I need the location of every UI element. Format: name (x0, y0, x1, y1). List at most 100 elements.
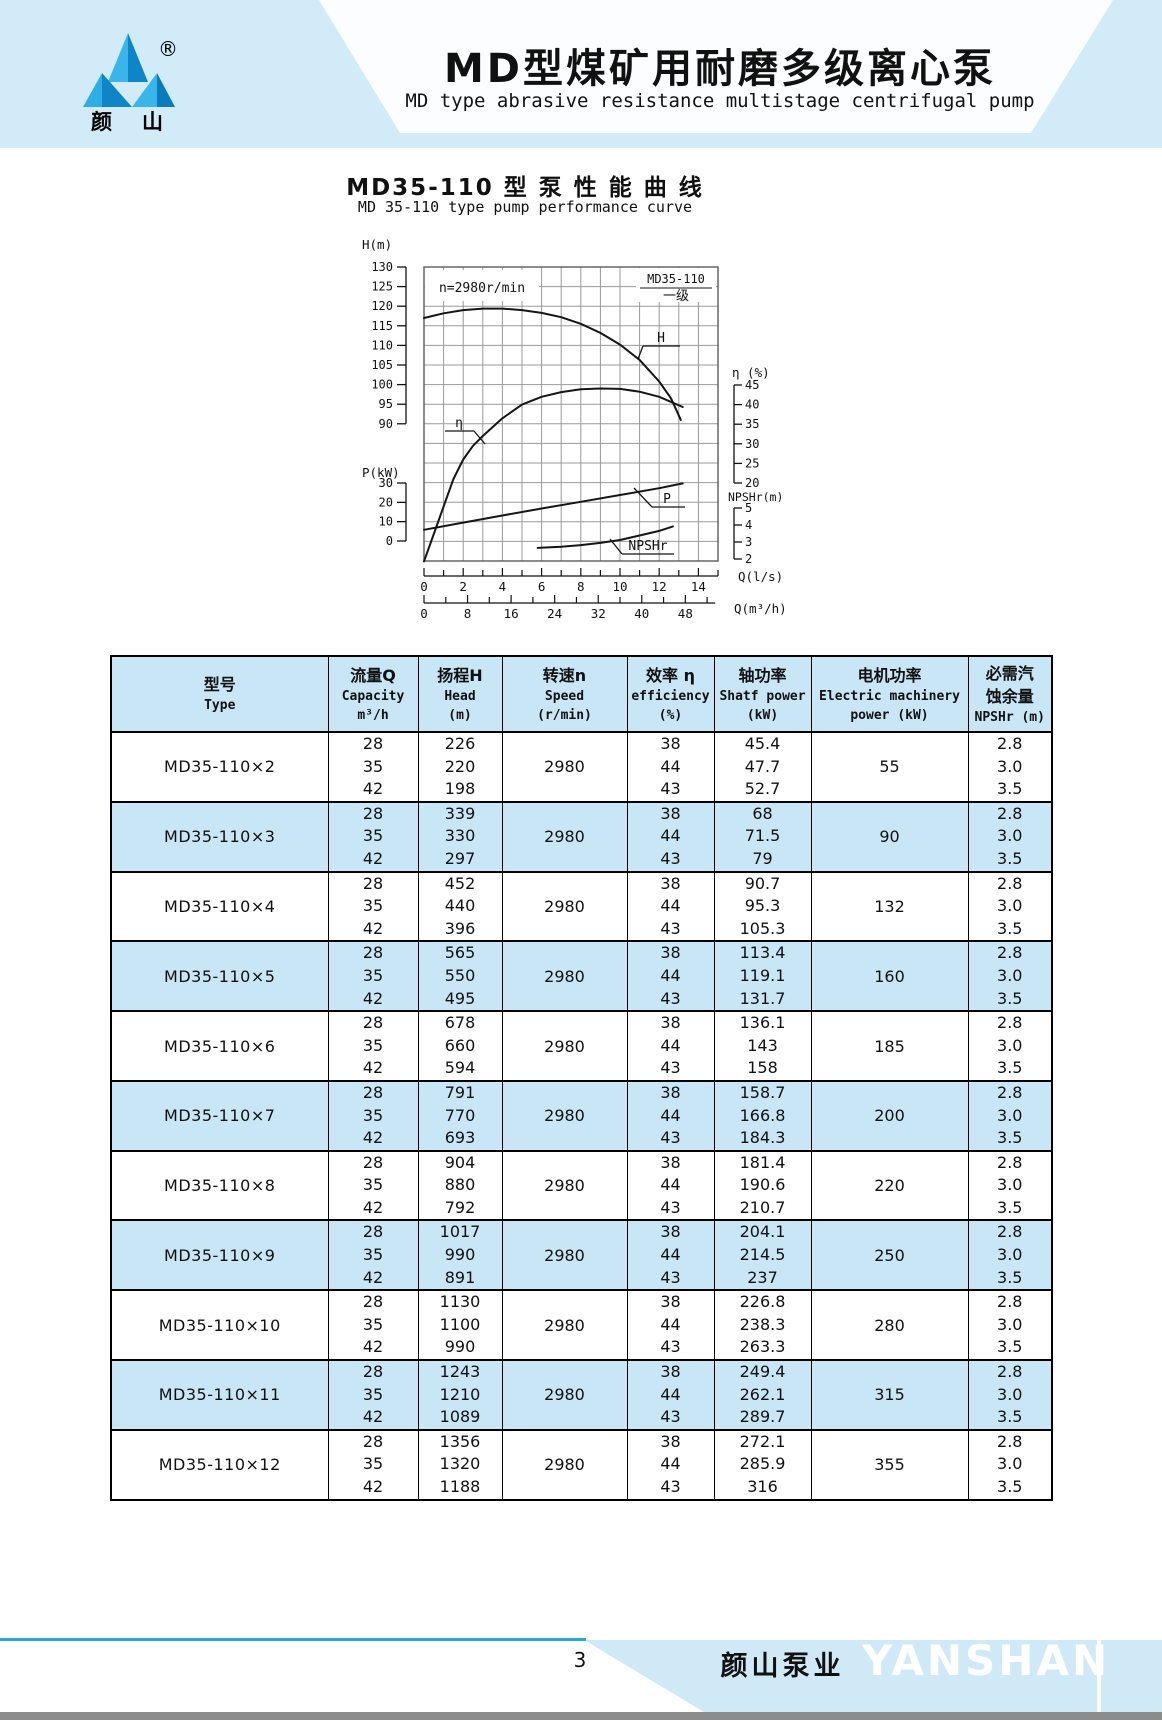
efficiency-value: 44 (660, 965, 681, 985)
head-value: 1243 (439, 1362, 481, 1382)
efficiency-value: 44 (660, 1314, 681, 1334)
efficiency-value: 38 (660, 1082, 681, 1102)
npshr-value: 3.5 (997, 1058, 1023, 1078)
shaft-power-value: 71.5 (744, 826, 781, 846)
efficiency-value: 38 (660, 1152, 681, 1172)
curve-label-leader (637, 345, 644, 360)
shaft-power-value: 237 (747, 1267, 778, 1287)
npshr-value: 3.0 (997, 1314, 1023, 1334)
efficiency-value: 44 (660, 1384, 681, 1404)
h-tick-label: 95 (379, 397, 393, 411)
table-row: MD35-110×4 28 35 42 452 440 396 2980 38 44 43 90.7 9… (110, 871, 1053, 942)
header-shaft-cn: 轴功率 (738, 665, 787, 685)
npshr-value: 3.0 (997, 826, 1023, 846)
npshr-value: 3.5 (997, 848, 1023, 868)
x2-axis-title: Q(m³/h) (734, 601, 787, 616)
shaft-power-value: 136.1 (739, 1013, 786, 1033)
head-value: 791 (444, 1082, 476, 1102)
eta-tick-label: 35 (745, 417, 759, 431)
npshr-value: 3.5 (997, 779, 1023, 799)
efficiency-value: 38 (660, 1222, 681, 1242)
capacity-value: 35 (362, 1314, 384, 1334)
npshr-value: 2.8 (997, 873, 1023, 893)
speed-value: 2980 (501, 1429, 628, 1501)
head-value: 440 (444, 896, 476, 916)
header-shaft-unit: (kW) (746, 707, 779, 723)
model-type: MD35-110×8 (110, 1150, 329, 1221)
efficiency-value: 44 (660, 1454, 681, 1474)
efficiency-value: 44 (660, 826, 681, 846)
company-logo: ® 颜山 (83, 33, 178, 134)
efficiency-value: 43 (660, 1407, 681, 1427)
model-type: MD35-110×5 (110, 940, 329, 1012)
head-value: 904 (444, 1152, 476, 1172)
head-value: 1089 (439, 1407, 481, 1427)
npshr-value: 2.8 (997, 1152, 1023, 1172)
h-tick-label: 120 (371, 299, 393, 313)
motor-power-value: 280 (810, 1289, 969, 1361)
npshr-value: 2.8 (997, 1292, 1023, 1312)
shaft-power-value: 263.3 (739, 1337, 786, 1357)
logo-pyramid-top-right-face (128, 33, 148, 82)
logo-pyramid-top-left-face (108, 33, 128, 82)
efficiency-value: 44 (660, 1245, 681, 1265)
head-value: 660 (444, 1035, 476, 1055)
table-row: MD35-110×5 28 35 42 565 550 495 2980 38 44 43 113.4… (110, 940, 1053, 1012)
curve-label-leader (473, 430, 486, 445)
npshr-value: 3.5 (997, 918, 1023, 938)
model-type: MD35-110×2 (110, 731, 329, 803)
npshr-value: 3.5 (997, 1337, 1023, 1357)
shaft-power-value: 95.3 (744, 896, 781, 916)
eta-axis-title: η (%) (732, 365, 770, 380)
curve-label: NPSHr (628, 539, 667, 554)
shaft-power-value: 181.4 (739, 1152, 786, 1172)
h-axis-title: H(m) (362, 237, 392, 252)
header-capacity-unit: m³/h (357, 707, 389, 723)
npshr-value: 2.8 (997, 1013, 1023, 1033)
p-tick-label: 30 (379, 476, 393, 490)
npshr-tick-label: 4 (745, 518, 752, 532)
shaft-power-value: 262.1 (739, 1384, 786, 1404)
capacity-value: 28 (362, 943, 384, 963)
header-head-cn: 扬程H (437, 665, 483, 685)
capacity-value: 35 (362, 756, 384, 776)
registered-trademark-icon: ® (158, 37, 178, 61)
npshr-value: 3.5 (997, 1477, 1023, 1496)
head-value: 339 (444, 803, 476, 823)
efficiency-value: 43 (660, 1128, 681, 1148)
p-tick-label: 10 (379, 515, 393, 529)
capacity-value: 42 (362, 1337, 384, 1357)
h-tick-label: 130 (371, 260, 393, 274)
head-value: 226 (444, 734, 476, 753)
x-axis-title: Q(l/s) (738, 569, 783, 584)
capacity-value: 35 (362, 1454, 384, 1474)
head-value: 1356 (439, 1431, 481, 1451)
table-header-efficiency: 效率 η efficiency (%) (626, 655, 715, 733)
efficiency-value: 44 (660, 1175, 681, 1195)
page-subtitle: MD type abrasive resistance multistage c… (405, 90, 1035, 112)
capacity-value: 42 (362, 848, 384, 868)
footer-company-name: 颜山泵业 (720, 1651, 845, 1682)
efficiency-value: 43 (660, 1337, 681, 1357)
head-value: 880 (444, 1175, 476, 1195)
shaft-power-value: 190.6 (739, 1175, 786, 1195)
motor-power-value: 90 (810, 801, 969, 873)
curve-NPSHr (536, 525, 674, 549)
header-speed-cn: 转速n (542, 665, 587, 685)
header-npshr-cn2: 蚀余量 (985, 686, 1034, 706)
table-header-type: 型号 Type (110, 655, 329, 733)
x-tick-label: 14 (691, 579, 706, 594)
page-header: ® 颜山 MD型煤矿用耐磨多级离心泵 MD type abrasive resi… (0, 0, 1162, 148)
model-type: MD35-110×12 (110, 1429, 329, 1501)
npshr-value: 2.8 (997, 1082, 1023, 1102)
capacity-value: 35 (362, 1245, 384, 1265)
h-tick-label: 125 (371, 280, 393, 294)
capacity-value: 28 (362, 1082, 384, 1102)
shaft-power-value: 226.8 (739, 1292, 786, 1312)
shaft-power-value: 143 (747, 1035, 778, 1055)
efficiency-value: 38 (660, 873, 681, 893)
head-value: 220 (444, 756, 476, 776)
header-speed-unit: (r/min) (537, 707, 592, 723)
head-value: 770 (444, 1105, 476, 1125)
capacity-value: 42 (362, 1267, 384, 1287)
